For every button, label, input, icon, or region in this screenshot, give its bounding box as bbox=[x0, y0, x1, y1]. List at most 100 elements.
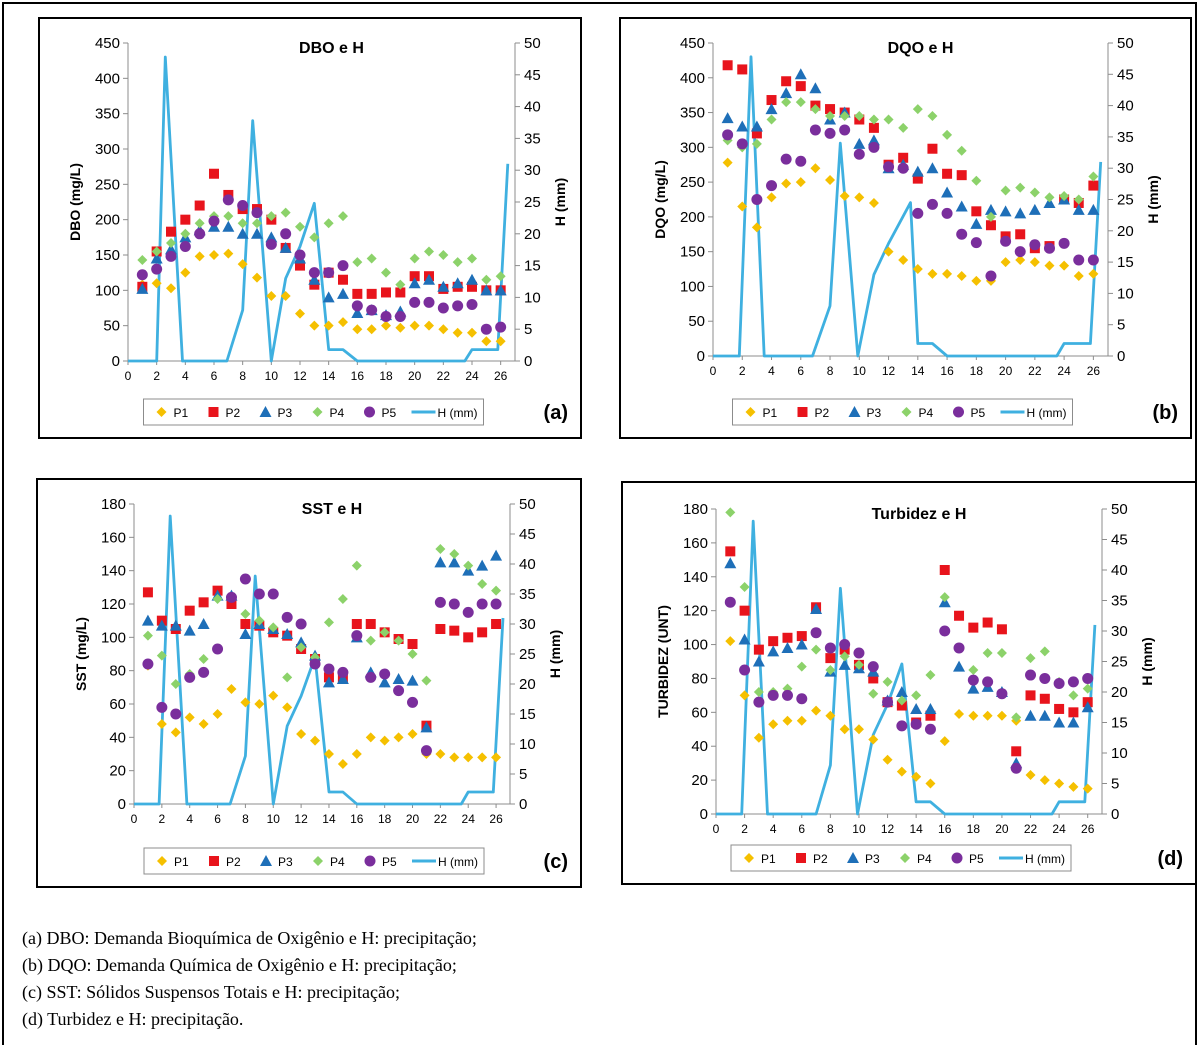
x-tick-label: 6 bbox=[797, 364, 804, 378]
data-point-p4 bbox=[795, 97, 806, 108]
data-point-p5 bbox=[1039, 672, 1051, 684]
data-point-p4 bbox=[194, 218, 205, 229]
legend-label: P4 bbox=[330, 855, 345, 869]
y2-tick-label: 25 bbox=[519, 646, 536, 663]
y-axis-label: DBO (mg/L) bbox=[67, 163, 83, 241]
legend-label: P1 bbox=[761, 852, 776, 866]
chart-border bbox=[36, 478, 582, 888]
data-point-p1 bbox=[379, 735, 390, 746]
data-point-p5 bbox=[495, 321, 507, 333]
x-tick-label: 12 bbox=[882, 364, 896, 378]
data-point-p2 bbox=[1025, 690, 1036, 701]
y-tick-label: 150 bbox=[95, 247, 120, 264]
data-point-p2 bbox=[781, 76, 792, 87]
legend-marker-p4 bbox=[313, 856, 323, 866]
data-point-p5 bbox=[351, 300, 363, 312]
data-point-p2 bbox=[996, 624, 1007, 635]
x-tick-label: 2 bbox=[153, 369, 160, 383]
y2-tick-label: 35 bbox=[519, 586, 536, 603]
data-point-p4 bbox=[781, 97, 792, 108]
legend-marker-p2 bbox=[209, 856, 219, 866]
data-point-p2 bbox=[782, 632, 793, 643]
data-point-p5 bbox=[839, 124, 851, 136]
data-point-p3 bbox=[169, 619, 182, 631]
data-point-p4 bbox=[854, 111, 865, 122]
data-point-p5 bbox=[351, 630, 363, 642]
data-point-p5 bbox=[796, 693, 808, 705]
data-point-p4 bbox=[1015, 182, 1026, 193]
chart-svg: 0501001502002503003504004500510152025303… bbox=[38, 17, 582, 439]
data-point-p5 bbox=[490, 598, 502, 610]
data-point-p3 bbox=[448, 556, 461, 568]
y-axis-label: DQO (mg/L) bbox=[652, 160, 668, 239]
data-point-p2 bbox=[985, 220, 996, 231]
data-point-p4 bbox=[1029, 187, 1040, 198]
panel-d: 0 20 40 60 80 100 120 140 160 180 0 5 10 15 20 25 30 35 40… bbox=[621, 481, 1197, 885]
legend-marker-p4 bbox=[901, 407, 912, 417]
x-tick-label: 20 bbox=[995, 822, 1009, 836]
x-tick-label: 16 bbox=[350, 812, 364, 826]
data-point-p1 bbox=[725, 636, 736, 647]
data-point-p5 bbox=[824, 642, 836, 654]
y2-tick-label: 40 bbox=[1111, 562, 1128, 579]
y2-axis-label: H (mm) bbox=[552, 178, 568, 226]
data-point-p1 bbox=[282, 702, 293, 713]
data-point-p3 bbox=[752, 655, 765, 667]
data-point-p3 bbox=[1024, 709, 1037, 721]
data-point-p4 bbox=[438, 250, 449, 260]
data-point-p4 bbox=[282, 672, 293, 683]
data-point-p1 bbox=[796, 715, 807, 726]
data-point-p2 bbox=[927, 143, 938, 154]
caption-a: (a) DBO: Demanda Bioquímica de Oxigênio … bbox=[22, 928, 477, 948]
y-tick-label: 200 bbox=[95, 212, 120, 229]
y2-tick-label: 45 bbox=[1117, 66, 1134, 83]
y-tick-label: 350 bbox=[95, 106, 120, 123]
legend-marker-p3 bbox=[847, 852, 859, 863]
data-point-p5 bbox=[1029, 239, 1041, 251]
data-point-p4 bbox=[1039, 646, 1050, 657]
data-point-p4 bbox=[449, 549, 460, 559]
data-point-p2 bbox=[968, 622, 979, 633]
x-tick-label: 16 bbox=[938, 822, 952, 836]
data-point-p1 bbox=[1073, 271, 1084, 282]
x-tick-label: 22 bbox=[437, 369, 451, 383]
y2-tick-label: 5 bbox=[524, 321, 532, 338]
data-point-p3 bbox=[392, 673, 405, 684]
data-point-p1 bbox=[212, 709, 223, 719]
data-point-p2 bbox=[477, 627, 488, 638]
data-point-p4 bbox=[912, 104, 923, 115]
data-point-p1 bbox=[337, 759, 348, 769]
legend-label: P5 bbox=[969, 852, 984, 866]
legend-label: P5 bbox=[971, 406, 986, 420]
data-point-p3 bbox=[984, 203, 997, 215]
x-tick-label: 14 bbox=[322, 369, 336, 383]
x-tick-label: 16 bbox=[940, 364, 954, 378]
data-point-p2 bbox=[463, 632, 474, 643]
data-point-p1 bbox=[184, 712, 195, 723]
data-point-p5 bbox=[136, 269, 148, 281]
data-point-p3 bbox=[1014, 207, 1027, 219]
data-point-p1 bbox=[309, 320, 320, 331]
y-tick-label: 100 bbox=[683, 637, 708, 654]
data-point-p3 bbox=[911, 165, 924, 177]
data-point-p4 bbox=[927, 111, 938, 122]
data-point-p4 bbox=[956, 145, 967, 156]
data-point-p2 bbox=[912, 173, 923, 184]
data-point-p2 bbox=[939, 565, 950, 575]
data-point-p5 bbox=[448, 598, 460, 610]
x-tick-label: 24 bbox=[1057, 364, 1071, 378]
y-tick-label: 40 bbox=[109, 729, 126, 746]
data-point-p4 bbox=[911, 690, 922, 701]
data-point-p5 bbox=[795, 155, 807, 167]
legend-label: P2 bbox=[813, 852, 828, 866]
data-point-p2 bbox=[1015, 229, 1026, 240]
data-point-p3 bbox=[970, 217, 983, 229]
y-tick-label: 450 bbox=[95, 35, 120, 52]
y-tick-label: 60 bbox=[109, 696, 126, 713]
x-tick-label: 18 bbox=[970, 364, 984, 378]
y-tick-label: 0 bbox=[700, 806, 708, 823]
legend-marker-p1 bbox=[157, 856, 167, 866]
data-point-p5 bbox=[967, 674, 979, 686]
data-point-p1 bbox=[1068, 781, 1079, 792]
data-point-p4 bbox=[868, 688, 879, 699]
